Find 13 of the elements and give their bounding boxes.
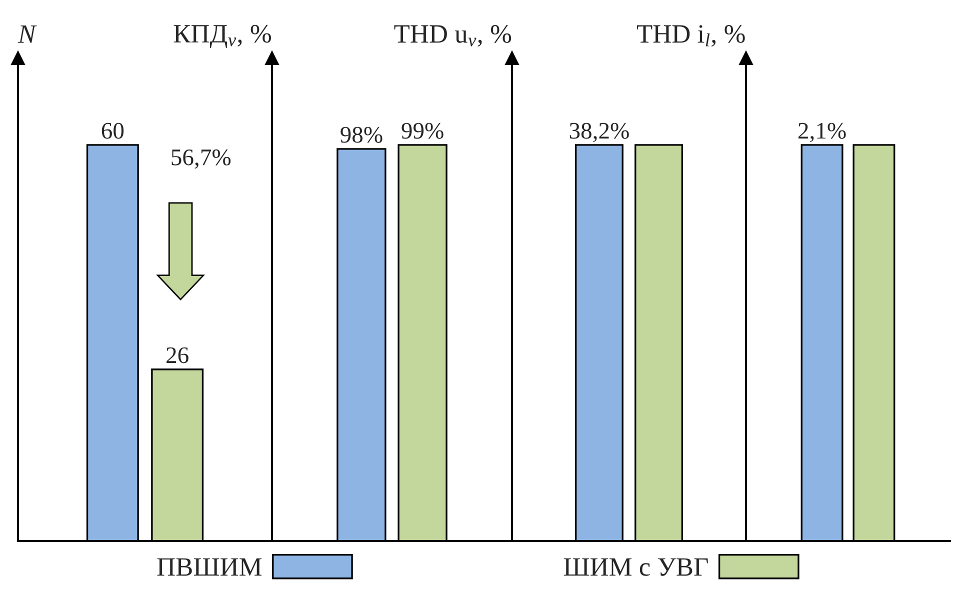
data-label: 99% — [402, 122, 444, 139]
legend-label: ПВШИМ — [157, 558, 262, 576]
y-axis-title: THD i$_{l}$, % — [636, 25, 745, 47]
y-axis-title: N — [18, 25, 37, 43]
y-axis-title: КПД$_{v}$, % — [174, 24, 271, 48]
data-label: 98% — [340, 126, 382, 143]
legend-label: ШИМ с УВГ — [564, 558, 708, 576]
data-label: 60 — [102, 122, 124, 139]
data-label: 38,2% — [570, 122, 629, 142]
y-axis-title: THD u$_{v}$, % — [394, 25, 512, 47]
data-label: 2,1% — [798, 122, 846, 142]
data-label: 26 — [166, 347, 188, 364]
annotation: 56,7% — [172, 149, 231, 169]
